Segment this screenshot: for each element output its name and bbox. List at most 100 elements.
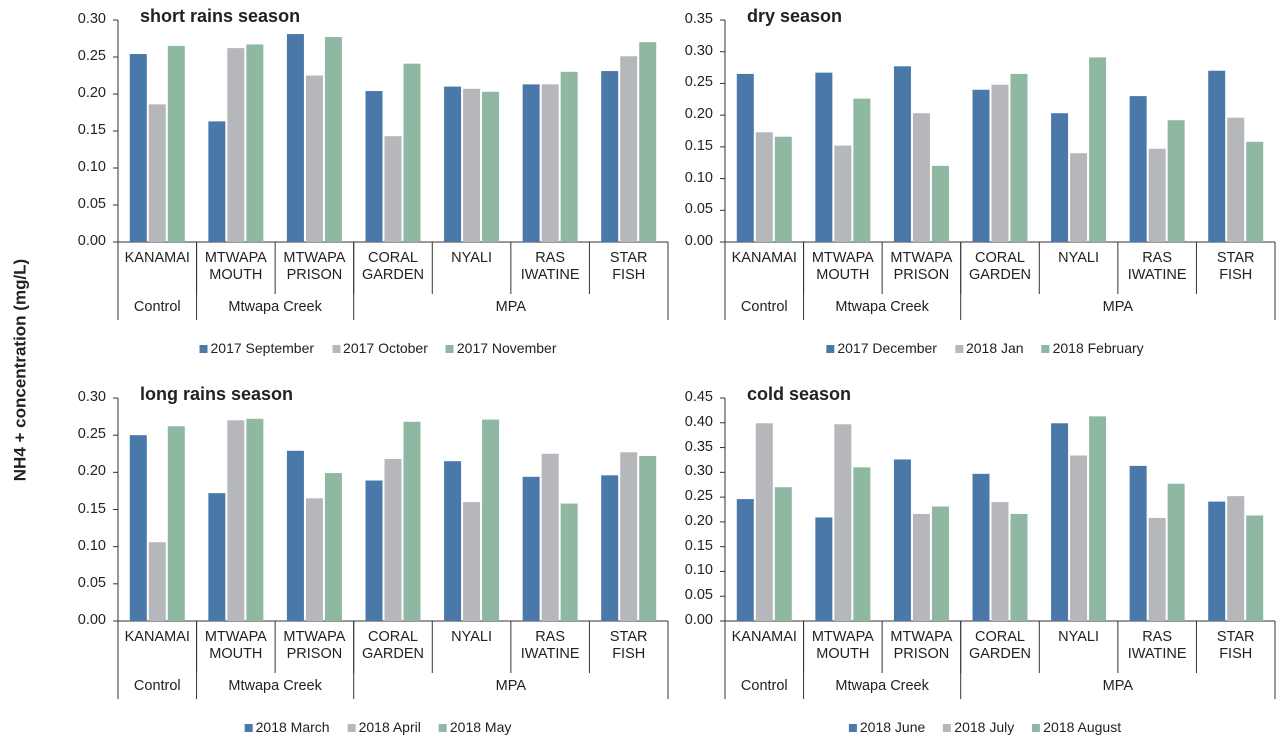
bar	[1167, 483, 1185, 621]
x-tick-label: STAR FISH	[609, 250, 648, 283]
x-tick-label: MTWAPA MOUTH	[811, 629, 874, 662]
bar	[1148, 148, 1166, 242]
legend-label: 2017 October	[343, 340, 428, 356]
legend-swatch	[347, 724, 356, 732]
bar	[620, 452, 638, 621]
x-tick-label: KANAMAI	[731, 250, 797, 266]
x-tick-label: CORAL GARDEN	[968, 250, 1031, 283]
x-tick-label: CORAL GARDEN	[361, 250, 424, 283]
bar	[208, 121, 226, 242]
y-tick-label: 0.25	[77, 426, 106, 443]
x-tick-label: RAS IWATINE	[1127, 629, 1187, 662]
y-tick-label: 0.30	[77, 11, 106, 27]
legend-item: 2018 April	[347, 719, 421, 735]
y-tick-label: 0.10	[77, 159, 106, 175]
y-tick-label: 0.25	[684, 74, 713, 91]
y-tick-label: 0.20	[684, 512, 713, 529]
x-tick-label: RAS IWATINE	[520, 250, 580, 283]
bar	[1208, 70, 1226, 242]
bar	[403, 63, 421, 242]
chart-title: long rains season	[140, 384, 294, 404]
legend-item: 2017 November	[445, 340, 557, 356]
bar	[972, 89, 990, 243]
y-tick-label: 0.10	[684, 169, 713, 186]
y-tick-label: 0.25	[77, 48, 106, 64]
legend-swatch	[332, 345, 341, 353]
y-tick-label: 0.30	[77, 389, 106, 405]
x-tick-label: MTWAPA PRISON	[283, 629, 346, 662]
legend-label: 2018 August	[1043, 719, 1122, 735]
legend-item: 2018 Jan	[954, 340, 1024, 356]
group-label: Mtwapa Creek	[835, 678, 929, 694]
group-label: Mtwapa Creek	[228, 678, 322, 694]
legend: 2017 September 2017 October 2017 November	[199, 340, 557, 356]
bar	[931, 165, 949, 242]
bar	[736, 499, 754, 621]
bar	[324, 473, 342, 621]
legend-item: 2018 June	[848, 719, 926, 735]
legend: 2017 December 2018 Jan 2018 February	[826, 340, 1144, 356]
y-tick-label: 0.25	[684, 488, 713, 505]
x-tick-label: MTWAPA PRISON	[890, 629, 953, 662]
x-tick-label: STAR FISH	[1216, 629, 1255, 662]
y-tick-label: 0.35	[684, 11, 713, 27]
legend-item: 2018 May	[438, 719, 511, 735]
legend-label: 2018 June	[859, 719, 926, 735]
legend-item: 2018 July	[943, 719, 1014, 735]
legend-label: 2018 July	[954, 719, 1015, 735]
x-tick-label: CORAL GARDEN	[361, 629, 424, 662]
x-tick-label: MTWAPA PRISON	[283, 250, 346, 283]
bar	[815, 72, 833, 242]
bar	[463, 502, 481, 621]
y-tick-label: 0.15	[684, 137, 713, 154]
bar	[365, 480, 383, 621]
bar	[384, 136, 402, 242]
legend-swatch	[943, 724, 952, 732]
bar	[815, 517, 833, 621]
bar	[834, 145, 852, 242]
y-tick-label: 0.45	[684, 389, 713, 405]
bar	[639, 42, 657, 243]
legend-item: 2017 October	[332, 340, 428, 356]
bar	[482, 419, 500, 621]
bar	[167, 45, 185, 243]
bar	[324, 37, 342, 242]
x-tick-label: NYALI	[1058, 629, 1099, 645]
bar	[482, 91, 500, 242]
legend: 2018 June 2018 July 2018 August	[848, 719, 1122, 735]
y-tick-label: 0.00	[77, 233, 106, 249]
group-label: Control	[133, 678, 181, 694]
bar	[463, 88, 481, 242]
bar	[384, 458, 402, 621]
group-label: Mtwapa Creek	[228, 299, 322, 315]
bar	[1070, 455, 1088, 621]
y-tick-label: 0.20	[77, 463, 106, 480]
bar	[227, 420, 245, 621]
bar	[774, 136, 792, 242]
legend-item: 2017 December	[826, 340, 937, 356]
y-tick-label: 0.30	[684, 42, 713, 59]
bar	[912, 513, 930, 621]
bar	[305, 75, 323, 242]
legend-label: 2018 February	[1052, 340, 1144, 356]
bar	[931, 506, 949, 621]
bar	[129, 54, 147, 242]
group-label: Control	[740, 299, 788, 315]
bar	[1089, 57, 1107, 243]
bar	[541, 453, 559, 621]
bar	[1010, 513, 1028, 621]
legend-swatch	[445, 345, 454, 353]
x-tick-label: NYALI	[451, 629, 492, 645]
bar	[1246, 141, 1264, 242]
y-tick-label: 0.35	[684, 438, 713, 455]
bar	[601, 71, 619, 242]
bar	[1148, 517, 1166, 621]
group-label: Mtwapa Creek	[835, 299, 929, 315]
bar	[1227, 496, 1245, 621]
bar	[834, 424, 852, 621]
bar	[148, 104, 166, 242]
y-tick-label: 0.10	[77, 537, 106, 554]
legend-label: 2017 November	[456, 340, 557, 356]
